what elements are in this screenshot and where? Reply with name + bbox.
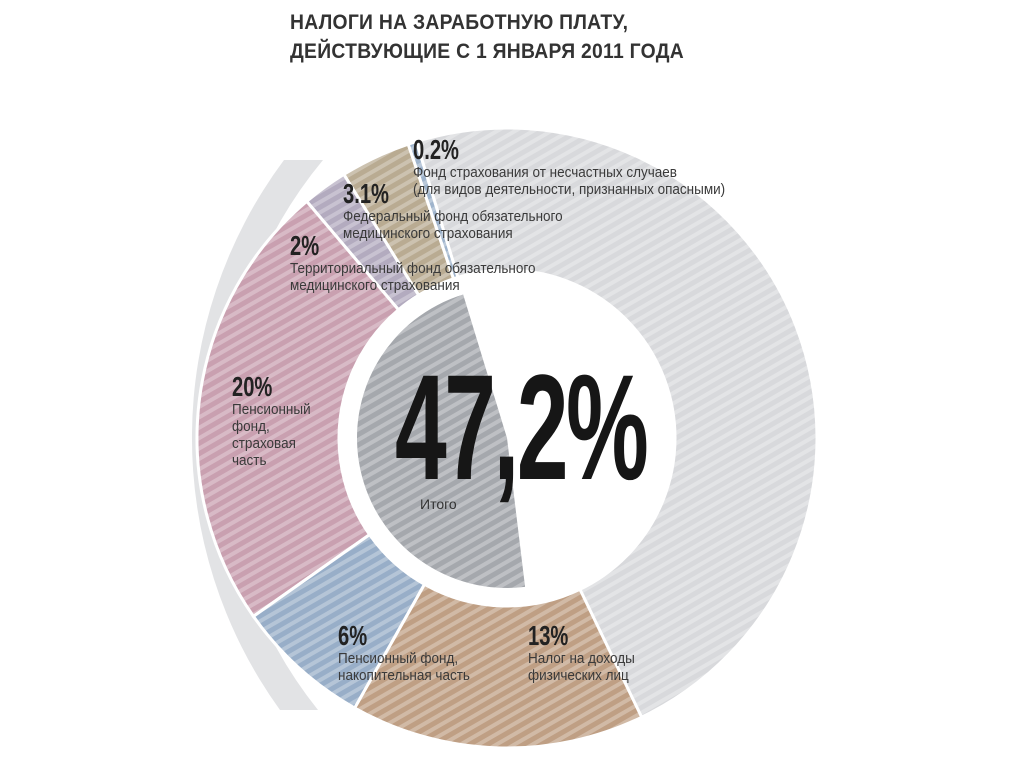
total-value: 47,2% bbox=[395, 343, 649, 511]
chart-title: НАЛОГИ НА ЗАРАБОТНУЮ ПЛАТУ, ДЕЙСТВУЮЩИЕ … bbox=[290, 8, 684, 66]
label-line: Территориальный фонд обязательного bbox=[290, 260, 536, 277]
label-line: фонд, bbox=[232, 418, 270, 435]
segment-5-stripes bbox=[354, 584, 642, 749]
label-pension-funded: 6% Пенсионный фонд, накопительная часть bbox=[338, 620, 470, 685]
label-line: (для видов деятельности, признанных опас… bbox=[413, 181, 726, 198]
label-territorial-medical-fund: 2% Территориальный фонд обязательного ме… bbox=[290, 230, 536, 295]
label-line: Налог на доходы bbox=[528, 650, 635, 667]
label-line: накопительная часть bbox=[338, 667, 470, 684]
background-ring bbox=[191, 160, 323, 710]
segment-4-stripes bbox=[253, 534, 425, 709]
label-line: Фонд страхования от несчастных случаев bbox=[413, 164, 677, 181]
pct-label: 2% bbox=[290, 230, 320, 261]
label-line: часть bbox=[232, 452, 267, 469]
label-pension-insurance: 20% Пенсионный фонд, страховая часть bbox=[232, 371, 311, 470]
pct-label: 0.2% bbox=[413, 134, 459, 165]
pct-label: 13% bbox=[528, 620, 569, 651]
segment-remainder-stripes bbox=[416, 128, 817, 719]
segment-3-stripes bbox=[197, 201, 399, 617]
title-line-2: ДЕЙСТВУЮЩИЕ С 1 ЯНВАРЯ 2011 ГОДА bbox=[290, 40, 684, 63]
segment-1-stripes bbox=[343, 144, 454, 296]
label-accident-fund: 0.2% Фонд страхования от несчастных случ… bbox=[413, 134, 726, 199]
label-line: Пенсионный фонд, bbox=[338, 650, 459, 667]
label-line: медицинского страхования bbox=[343, 225, 513, 242]
total-caption: Итого bbox=[420, 496, 457, 512]
total-wedge-stripes bbox=[356, 294, 526, 588]
segment-2-stripes bbox=[306, 174, 419, 310]
pct-label: 3.1% bbox=[343, 178, 389, 209]
label-line: Федеральный фонд обязательного bbox=[343, 208, 563, 225]
pct-label: 20% bbox=[232, 371, 273, 402]
label-line: Пенсионный bbox=[232, 401, 311, 418]
label-line: медицинского страхования bbox=[290, 277, 460, 294]
label-line: физических лиц bbox=[528, 667, 629, 684]
label-income-tax: 13% Налог на доходы физических лиц bbox=[528, 620, 635, 685]
title-line-1: НАЛОГИ НА ЗАРАБОТНУЮ ПЛАТУ, bbox=[290, 11, 629, 34]
label-line: страховая bbox=[232, 435, 296, 452]
pct-label: 6% bbox=[338, 620, 368, 651]
label-federal-medical-fund: 3.1% Федеральный фонд обязательного меди… bbox=[343, 178, 563, 243]
segment-0-stripes bbox=[408, 141, 458, 279]
